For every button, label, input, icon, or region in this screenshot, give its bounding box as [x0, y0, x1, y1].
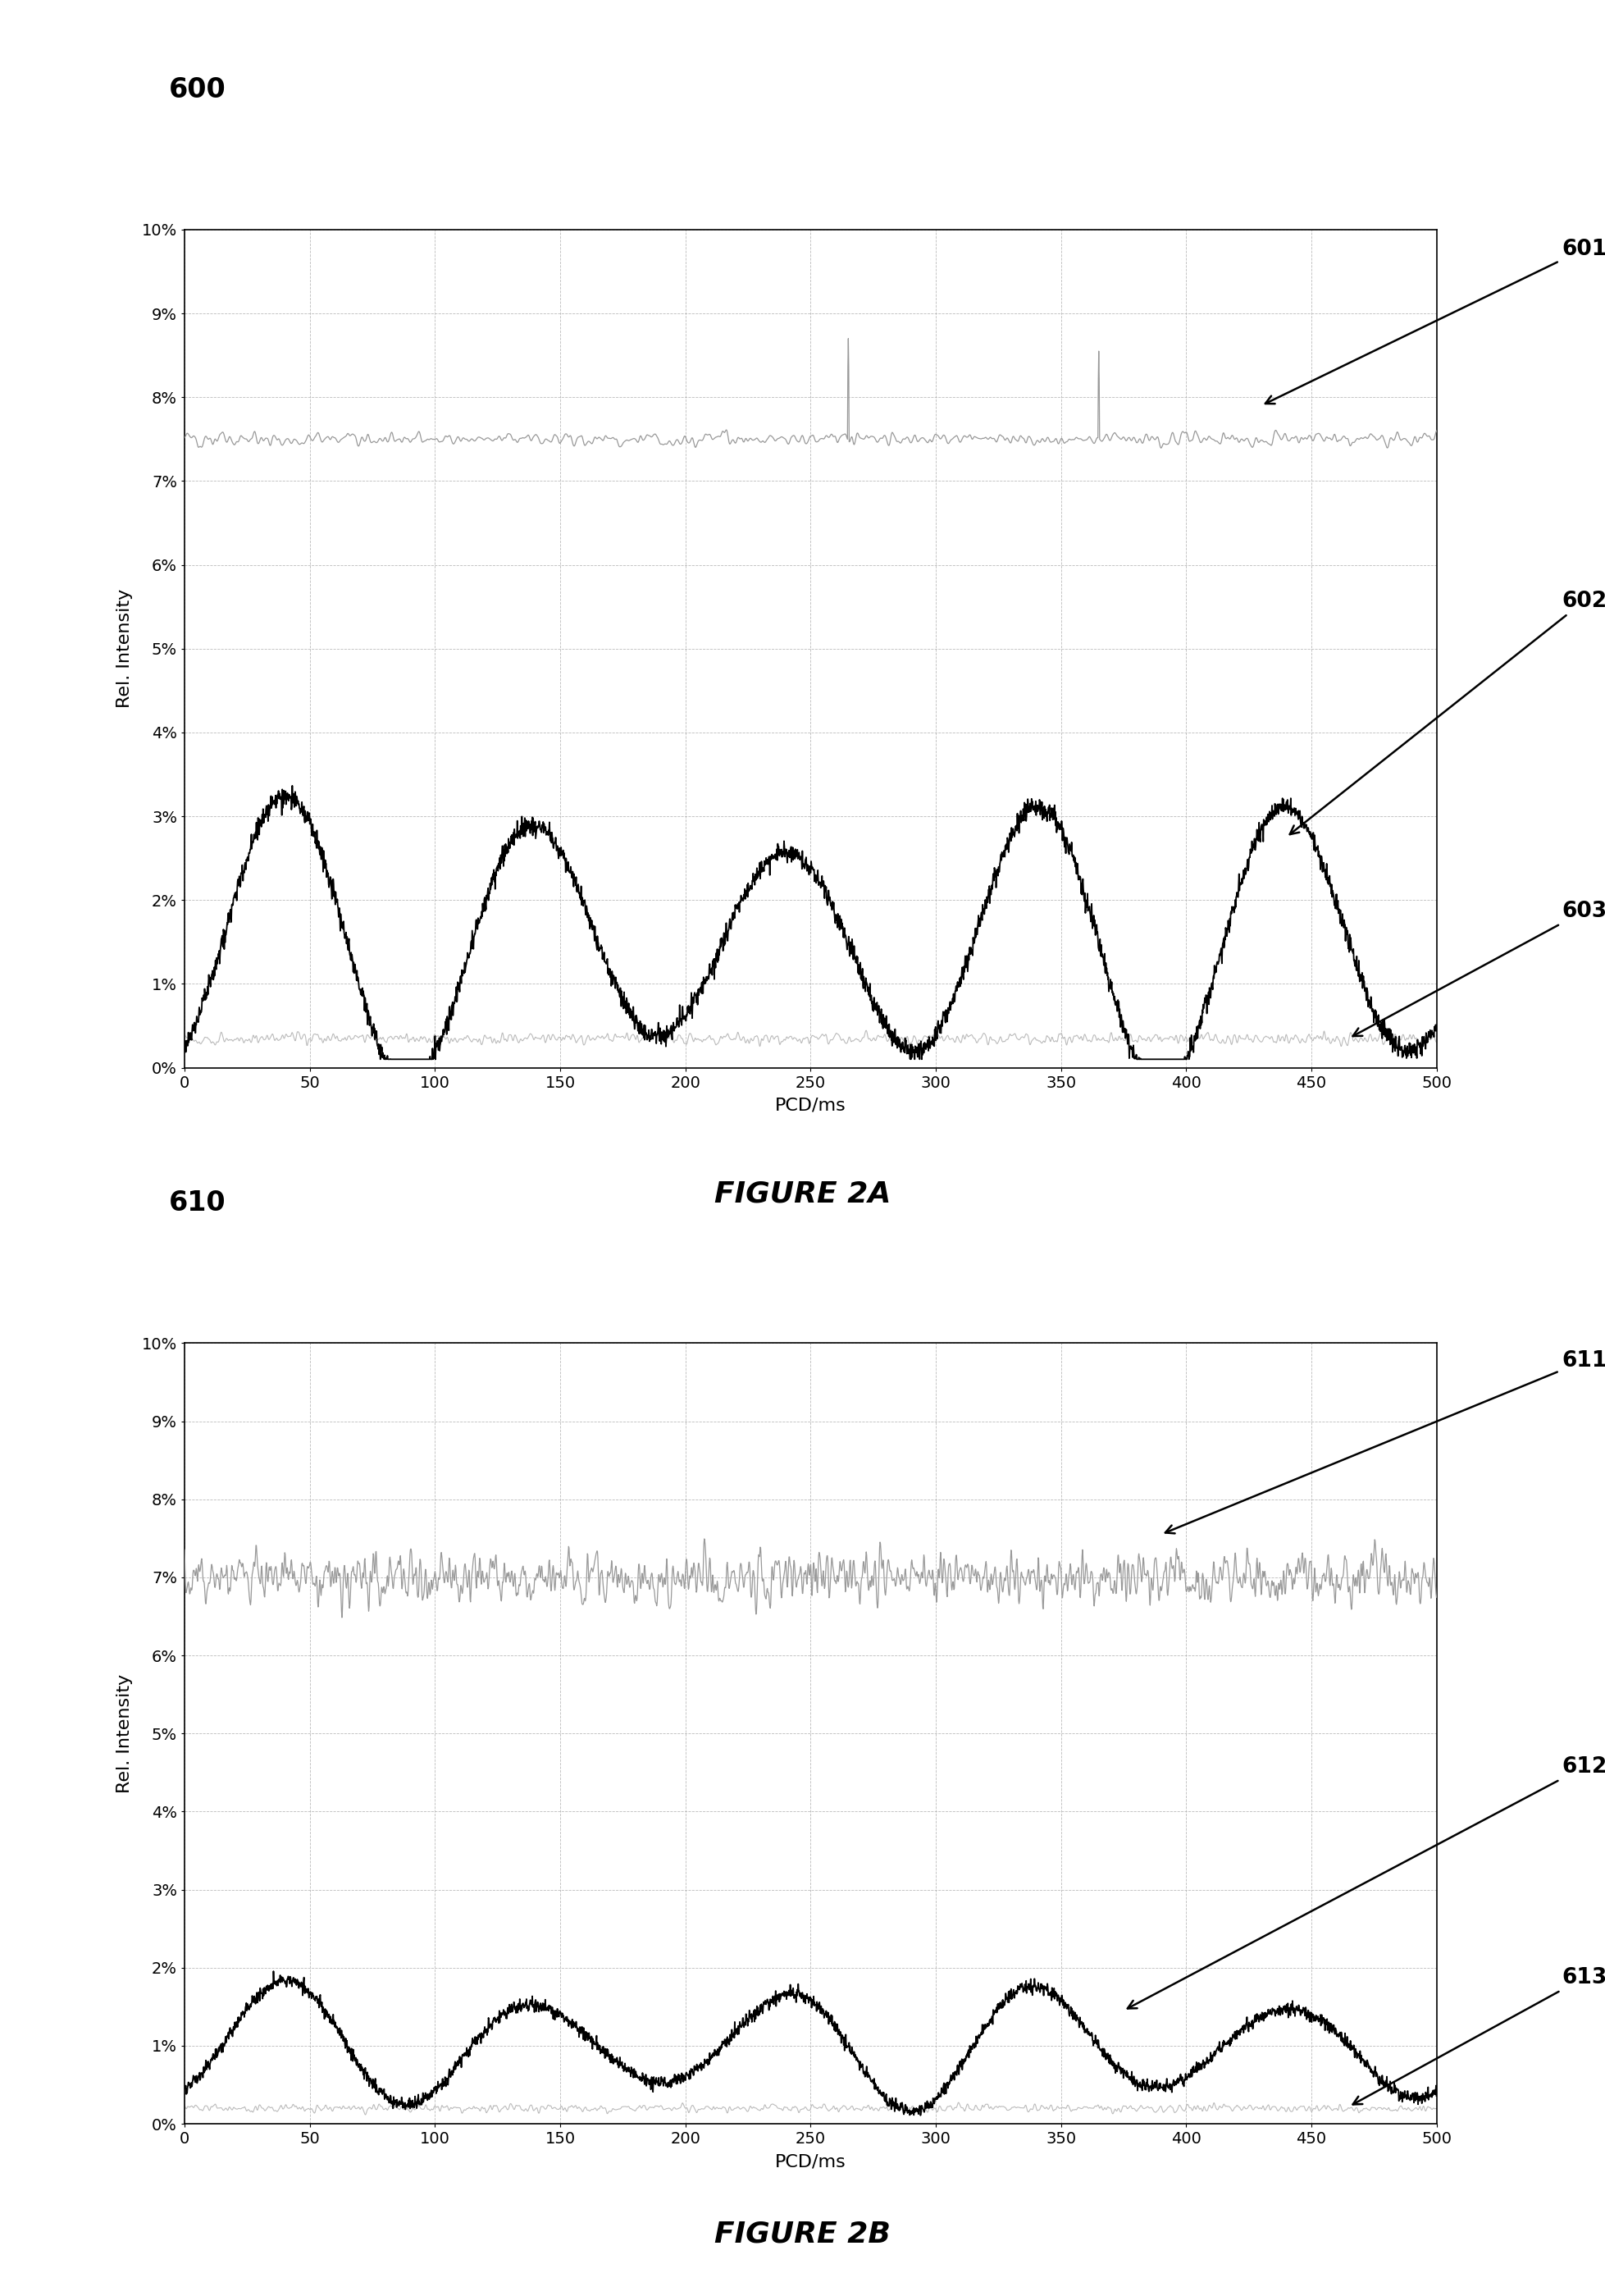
Text: 613: 613	[1353, 1968, 1605, 2105]
Text: 600: 600	[169, 76, 226, 103]
Text: FIGURE 2A: FIGURE 2A	[714, 1180, 891, 1208]
Text: FIGURE 2B: FIGURE 2B	[714, 2220, 891, 2248]
Text: 603: 603	[1353, 900, 1605, 1035]
Text: 611: 611	[1165, 1350, 1605, 1534]
Text: 610: 610	[169, 1189, 226, 1217]
Text: 602: 602	[1290, 590, 1605, 833]
Y-axis label: Rel. Intensity: Rel. Intensity	[116, 590, 133, 707]
Text: 601: 601	[1265, 239, 1605, 404]
Text: 612: 612	[1128, 1756, 1605, 2009]
X-axis label: PCD/ms: PCD/ms	[775, 2154, 846, 2170]
X-axis label: PCD/ms: PCD/ms	[775, 1097, 846, 1114]
Y-axis label: Rel. Intensity: Rel. Intensity	[116, 1674, 133, 1793]
